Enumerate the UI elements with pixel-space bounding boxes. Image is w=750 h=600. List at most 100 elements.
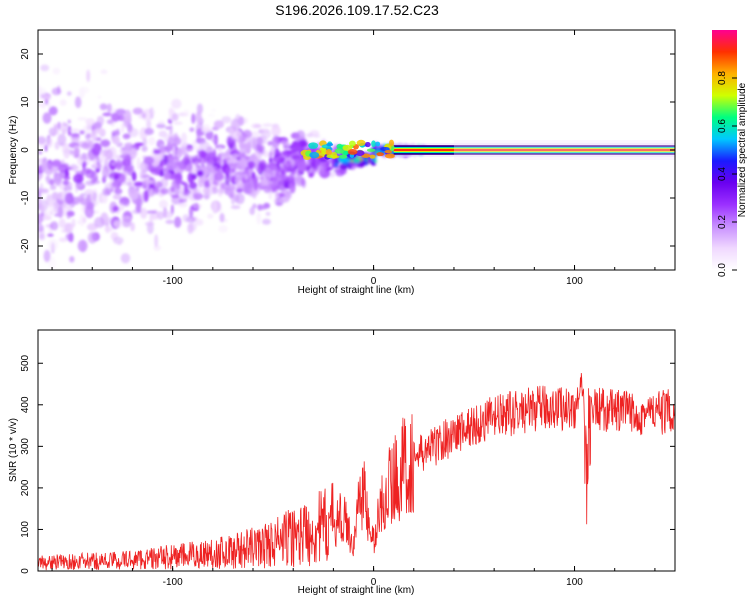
heatmap-cell [163,168,168,173]
heatmap-cell [345,164,352,168]
heatmap-cell [146,210,158,214]
heatmap-cell [384,150,393,154]
heatmap-cell [63,186,73,192]
heatmap-cell [120,253,131,264]
heatmap-cell [69,165,81,170]
heatmap-cell [135,198,143,207]
heatmap-cell [119,173,128,183]
heatmap-cell [130,222,135,232]
heatmap-cell [260,178,269,186]
heatmap-cell [202,124,211,128]
heatmap-cell [366,148,376,152]
heatmap-cell [192,139,198,147]
spectrogram-x-ticks: -100 0 100 [51,30,656,287]
heatmap-cell [275,150,281,156]
heatmap-cell [384,153,395,159]
heatmap-cell [58,218,66,229]
heatmap-cell [90,170,98,183]
snr-y-ticks: 0 100 200 300 400 500 [20,354,675,574]
x-tick-label: 100 [566,577,583,588]
heatmap-cell [103,151,110,163]
heatmap-cell [75,181,79,193]
heatmap-cell [141,145,148,152]
heatmap-cell [188,181,198,190]
heatmap-cell [124,154,132,167]
heatmap-cell [94,216,105,228]
heatmap-cell [343,150,349,155]
heatmap-cell [77,117,88,121]
heatmap-cell [172,145,176,158]
heatmap-cell [41,215,53,221]
heatmap-cell [112,194,122,200]
snr-x-label: Height of straight line (km) [298,585,415,596]
heatmap-cell [334,148,344,154]
heatmap-cell [171,98,182,109]
heatmap-cell [42,112,52,124]
heatmap-cell [326,154,334,159]
heatmap-cell [79,130,85,135]
heatmap-cell [181,181,186,186]
heatmap-cell [207,113,216,117]
heatmap-cell [191,173,197,180]
heatmap-cell [178,199,185,204]
heatmap-cell [196,170,204,177]
x-tick-label: 0 [371,577,377,588]
heatmap-cell [267,140,274,146]
heatmap-cell [63,175,71,180]
heatmap-cell [121,217,132,228]
heatmap-cell [237,169,248,177]
heatmap-cell [57,206,64,219]
heatmap-cell [162,211,174,219]
heatmap-cell [38,233,46,241]
heatmap-cell [326,142,334,147]
heatmap-cell [228,128,235,135]
colorbar-label: Normalized spectral amplitude [737,82,748,217]
heatmap-cell [268,165,279,175]
heatmap-cell [230,118,241,131]
heatmap-cell [369,154,376,159]
heatmap-cell [173,216,182,228]
heatmap-cell [82,216,87,223]
heatmap-cell [193,145,202,151]
heatmap-cell [151,178,156,186]
heatmap-cell [212,201,218,214]
heatmap-cell [150,168,161,175]
heatmap-cell [271,189,276,194]
heatmap-cell [198,150,208,159]
heatmap-cell [158,120,165,125]
heatmap-cell [278,197,290,203]
heatmap-cell [78,86,90,94]
heatmap-cell [69,150,76,156]
heatmap-cell [356,139,366,146]
heatmap-cell [291,155,302,160]
heatmap-cell [205,130,214,140]
heatmap-cell [355,150,365,156]
heatmap-cell [49,209,54,216]
heatmap-cell [245,137,251,142]
heatmap-cell [207,213,214,219]
heatmap-cell [313,158,322,166]
heatmap-cell [275,174,287,182]
heatmap-cell [57,85,61,95]
heatmap-cell [144,221,155,227]
heatmap-cell [38,199,49,212]
snr-plot-area [38,330,675,571]
colorbar: 0.0 0.2 0.4 0.6 0.8 Normalized spectral ampl… [712,30,748,277]
heatmap-cell [115,154,121,161]
heatmap-cell [69,255,75,263]
heatmap-cell [159,146,170,153]
heatmap-cell [39,87,47,97]
heatmap-cell [211,108,216,112]
heatmap-cell [217,147,223,152]
heatmap-cell [48,106,58,116]
heatmap-cell [256,212,262,225]
heatmap-cell [124,144,133,152]
heatmap-cell [258,161,267,172]
heatmap-cell [196,130,201,143]
heatmap-cell [57,133,67,146]
heatmap-cell [111,112,120,122]
heatmap-cell [38,202,41,211]
heatmap-cell [123,170,129,176]
heatmap-cell [169,124,173,135]
